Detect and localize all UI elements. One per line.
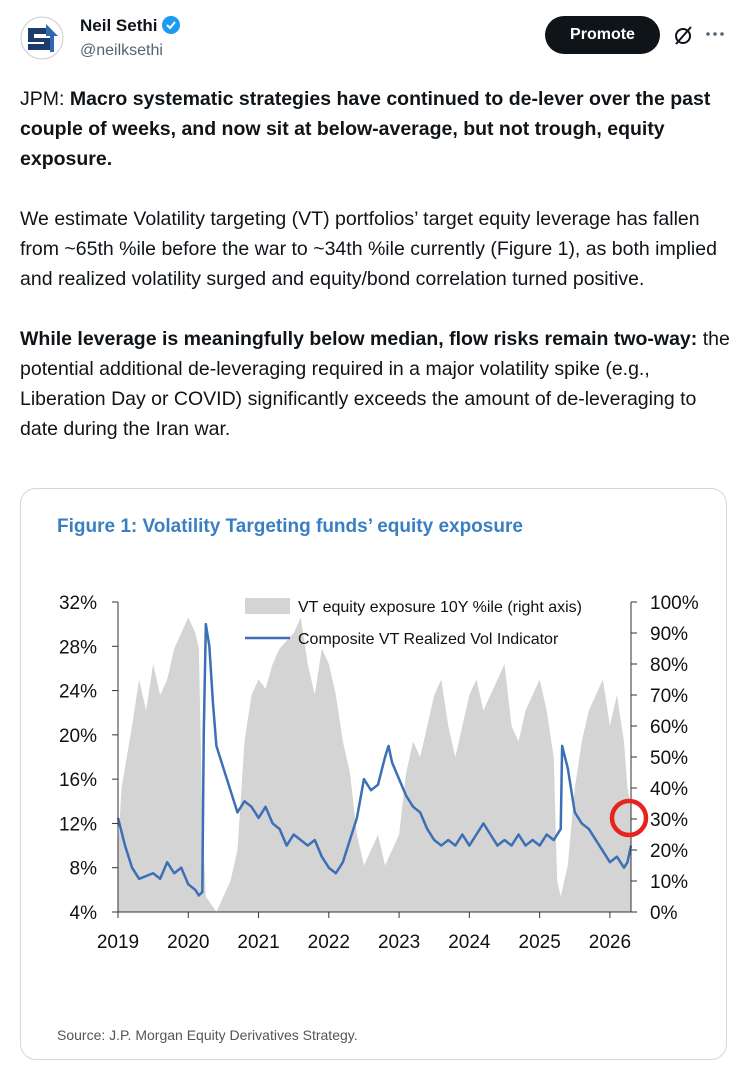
x-tick-label: 2021 — [237, 932, 279, 953]
bold-text: While leverage is meaningfully below med… — [20, 328, 698, 350]
text: the potential additional de-leveraging r… — [20, 328, 730, 440]
y2-tick-label: 60% — [650, 717, 688, 738]
chart-title: Figure 1: Volatility Targeting funds’ eq… — [57, 516, 523, 537]
y-tick-label: 28% — [59, 637, 97, 658]
bold-text: Macro systematic strategies have continu… — [20, 88, 711, 170]
y2-tick-label: 100% — [650, 593, 699, 614]
y2-tick-label: 70% — [650, 686, 688, 707]
x-tick-label: 2024 — [448, 932, 491, 953]
y-tick-label: 16% — [59, 770, 97, 791]
author-handle[interactable]: @neilksethi — [80, 42, 163, 59]
chart-source: Source: J.P. Morgan Equity Derivatives S… — [57, 1027, 358, 1043]
x-tick-label: 2026 — [589, 932, 631, 953]
avatar[interactable] — [20, 16, 64, 60]
text: We estimate Volatility targeting (VT) po… — [20, 208, 717, 290]
more-button[interactable] — [704, 26, 726, 42]
line-series — [116, 622, 633, 897]
highlight-circle — [609, 798, 649, 838]
x-tick-label: 2020 — [167, 932, 209, 953]
text: JPM: — [20, 88, 65, 110]
paragraph: We estimate Volatility targeting (VT) po… — [20, 204, 732, 294]
y-tick-label: 20% — [59, 726, 97, 747]
y2-tick-label: 80% — [650, 655, 688, 676]
x-tick-label: 2025 — [519, 932, 561, 953]
y2-tick-label: 20% — [650, 841, 688, 862]
promote-button[interactable]: Promote — [545, 16, 660, 54]
chart: Figure 1: Volatility Targeting funds’ eq… — [57, 516, 699, 1043]
image-card[interactable]: Figure 1: Volatility Targeting funds’ eq… — [20, 488, 727, 1060]
area-series — [118, 617, 631, 912]
y2-tick-label: 30% — [650, 810, 688, 831]
y2-tick-label: 90% — [650, 624, 688, 645]
plot-area — [116, 617, 633, 912]
author-name[interactable]: Neil Sethi — [80, 16, 181, 36]
y-tick-label: 24% — [59, 682, 97, 703]
legend-swatch — [245, 598, 290, 614]
y2-tick-label: 50% — [650, 748, 688, 769]
y2-tick-label: 0% — [650, 903, 678, 924]
verified-badge — [162, 16, 181, 34]
y2-tick-label: 40% — [650, 779, 688, 800]
legend-label: VT equity exposure 10Y %ile (right axis) — [298, 599, 582, 616]
x-tick-label: 2023 — [378, 932, 420, 953]
y-tick-label: 4% — [70, 903, 98, 924]
y-tick-label: 8% — [70, 859, 98, 880]
y2-tick-label: 10% — [650, 872, 688, 893]
paragraph: JPM: Macro systematic strategies have co… — [20, 84, 732, 174]
post-text: JPM: Macro systematic strategies have co… — [20, 84, 732, 474]
legend-label: Composite VT Realized Vol Indicator — [298, 631, 559, 648]
y-tick-label: 12% — [59, 814, 97, 835]
x-tick-label: 2019 — [97, 932, 139, 953]
grok-icon[interactable] — [672, 24, 696, 48]
y-tick-label: 32% — [59, 593, 97, 614]
paragraph: While leverage is meaningfully below med… — [20, 324, 732, 444]
author-name-text[interactable]: Neil Sethi — [80, 16, 158, 35]
x-tick-label: 2022 — [308, 932, 350, 953]
